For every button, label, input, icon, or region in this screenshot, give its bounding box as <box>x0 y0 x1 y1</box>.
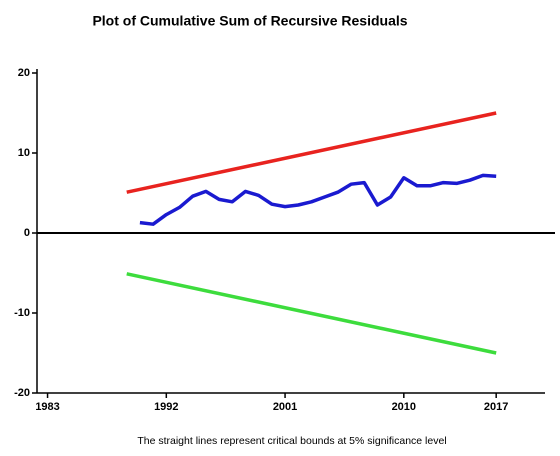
y-tick-label: 20 <box>18 67 30 79</box>
y-tick-label: 0 <box>24 227 30 239</box>
series-line <box>126 111 497 194</box>
y-tick-label: -20 <box>14 387 30 399</box>
series-line <box>139 173 497 226</box>
series-line <box>126 272 497 355</box>
x-tick-label: 2001 <box>273 401 297 413</box>
y-tick-label: 10 <box>18 147 30 159</box>
x-tick-label: 2010 <box>392 401 416 413</box>
caption: The straight lines represent critical bo… <box>137 435 446 447</box>
x-tick-label: 1992 <box>154 401 178 413</box>
chart-title: Plot of Cumulative Sum of Recursive Resi… <box>92 13 407 29</box>
x-tick-label: 2017 <box>484 401 508 413</box>
y-tick-label: -10 <box>14 307 30 319</box>
x-tick-label: 1983 <box>35 401 59 413</box>
